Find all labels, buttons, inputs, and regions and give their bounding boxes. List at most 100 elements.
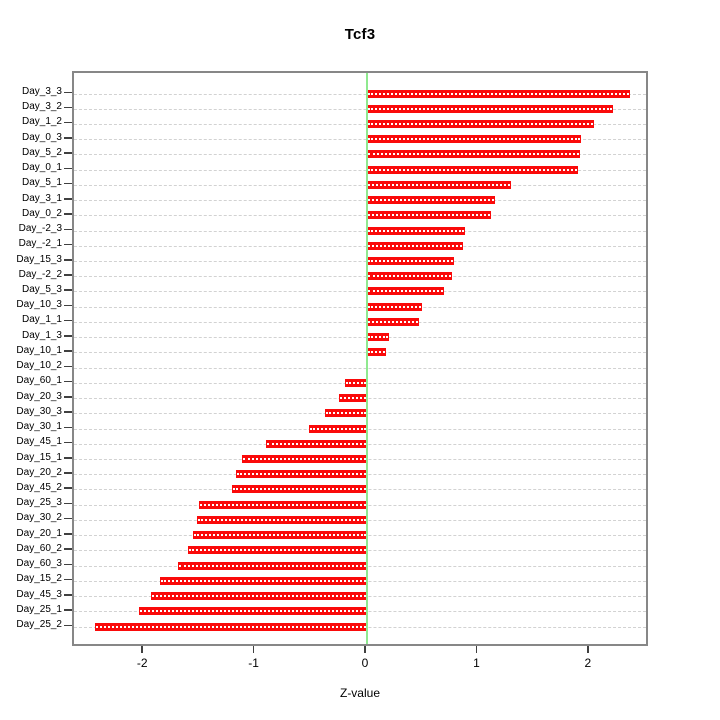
y-axis-tick — [64, 487, 72, 489]
bar — [232, 485, 367, 494]
gridline — [74, 123, 646, 125]
gridline — [74, 184, 646, 186]
x-axis-tick-label: 0 — [361, 656, 369, 670]
y-axis-tick-label: Day_60_1 — [16, 375, 62, 387]
y-axis-tick — [64, 152, 72, 154]
y-axis-tick — [64, 198, 72, 200]
y-axis-tick — [64, 457, 72, 459]
bar-inner-dash — [151, 595, 366, 598]
bar — [198, 500, 367, 509]
y-axis-tick-label: Day_5_2 — [21, 146, 62, 158]
y-axis-tick-label: Day_25_3 — [16, 497, 62, 509]
gridline — [74, 306, 646, 308]
bar-inner-dash — [266, 442, 366, 445]
gridline — [74, 93, 646, 95]
y-axis-tick — [64, 548, 72, 550]
y-axis-tick-label: Day_20_2 — [16, 466, 62, 478]
y-axis-tick — [64, 517, 72, 520]
bar-inner-dash — [139, 610, 366, 613]
x-axis-tick-label: -2 — [136, 656, 148, 670]
bar-inner-dash — [368, 336, 389, 339]
bar — [309, 424, 367, 433]
x-axis-label: Z-value — [339, 686, 380, 700]
y-axis-tick-label: Day_0_1 — [21, 162, 62, 174]
bar — [367, 257, 454, 266]
bar — [324, 409, 367, 418]
gridline — [74, 276, 646, 278]
x-axis-tick-label: 1 — [473, 656, 480, 670]
bar-inner-dash — [325, 412, 366, 415]
y-axis-tick — [64, 319, 72, 322]
bar — [159, 576, 367, 585]
y-axis-tick-label: Day_15_1 — [16, 451, 62, 463]
bar-inner-dash — [368, 275, 451, 278]
gridline — [74, 261, 646, 263]
bar — [367, 287, 444, 296]
gridline — [74, 215, 646, 217]
y-axis-tick — [64, 472, 72, 474]
bar-inner-dash — [340, 397, 366, 400]
bar — [367, 104, 614, 113]
bar-inner-dash — [178, 564, 366, 567]
bar-inner-dash — [368, 92, 629, 95]
bar-inner-dash — [368, 244, 462, 247]
bar — [367, 241, 463, 250]
y-axis-tick — [64, 380, 72, 383]
bar — [367, 196, 496, 205]
bar — [367, 302, 422, 311]
bar — [242, 455, 367, 464]
bar-inner-dash — [368, 122, 594, 125]
gridline — [74, 139, 646, 141]
bar-inner-dash — [199, 503, 366, 506]
y-axis-tick-label: Day_5_3 — [21, 283, 62, 295]
y-axis-tick-label: Day_20_3 — [16, 390, 62, 402]
y-axis-tick — [64, 167, 72, 170]
bar-inner-dash — [368, 168, 577, 171]
y-axis-tick — [64, 121, 72, 124]
y-axis-tick-label: Day_0_2 — [21, 207, 62, 219]
bar-inner-dash — [233, 488, 366, 491]
y-axis-tick-label: Day_45_1 — [16, 436, 62, 448]
plot-area — [72, 71, 648, 646]
bar — [95, 622, 367, 631]
y-axis-tick-label: Day_60_3 — [16, 558, 62, 570]
y-axis-tick — [64, 624, 72, 627]
bar — [367, 348, 386, 357]
bar-inner-dash — [194, 534, 366, 537]
bar — [367, 89, 630, 98]
y-axis-tick-label: Day_15_2 — [16, 573, 62, 585]
bar — [367, 180, 511, 189]
y-axis-tick — [64, 259, 72, 261]
bar — [367, 226, 466, 235]
bar-inner-dash — [96, 625, 366, 628]
y-axis-tick — [64, 137, 72, 139]
y-axis-tick-label: Day_0_3 — [21, 131, 62, 143]
bar-inner-dash — [368, 214, 490, 217]
bar-inner-dash — [236, 473, 366, 476]
bar-inner-dash — [243, 458, 366, 461]
x-axis-tick — [587, 646, 589, 653]
y-axis-tick — [64, 304, 72, 307]
gridline — [74, 154, 646, 156]
y-axis-tick-label: Day_-2_2 — [18, 268, 62, 280]
bar-inner-dash — [188, 549, 366, 552]
bar-inner-dash — [368, 260, 453, 263]
x-axis-tick-label: -1 — [248, 656, 259, 670]
bar — [235, 470, 367, 479]
y-axis-tick-label: Day_1_2 — [21, 116, 62, 128]
y-axis-tick-label: Day_10_2 — [16, 360, 62, 372]
bar — [265, 439, 367, 448]
bar — [187, 546, 367, 555]
y-axis-tick-label: Day_3_1 — [21, 192, 62, 204]
bar — [150, 592, 367, 601]
x-axis-tick-label: 2 — [584, 656, 592, 670]
bar-inner-dash — [368, 138, 580, 141]
y-axis-tick — [64, 441, 72, 444]
y-axis-tick-label: Day_45_2 — [16, 481, 62, 493]
bar — [367, 211, 491, 220]
y-axis-tick-label: Day_45_3 — [16, 588, 62, 600]
y-axis-tick — [64, 228, 72, 231]
gridline — [74, 230, 646, 232]
gridline — [74, 291, 646, 293]
y-axis-tick-label: Day_1_1 — [21, 314, 62, 326]
